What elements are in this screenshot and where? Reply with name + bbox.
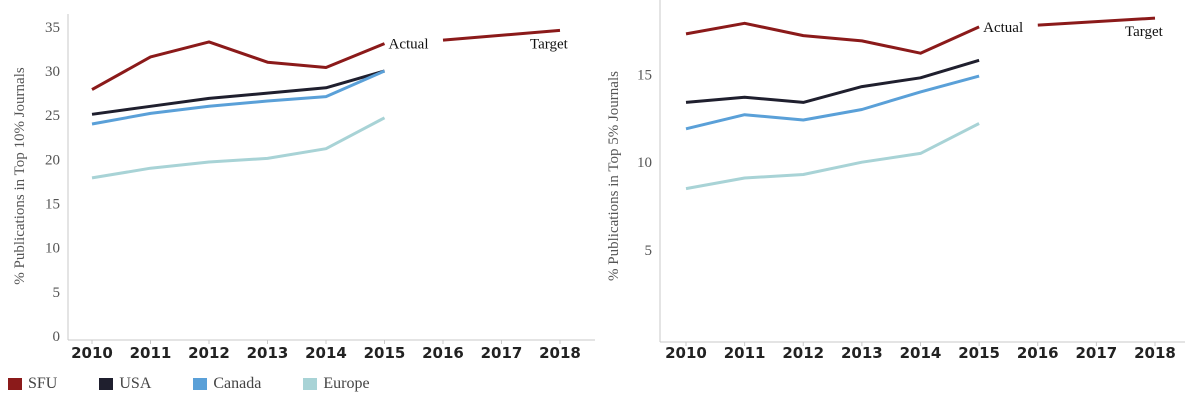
c2-series-usa	[685, 58, 980, 104]
legend-label-europe: Europe	[323, 375, 370, 392]
c1-y-tick-5: 5	[53, 285, 61, 301]
c1-y-tick-0: 0	[53, 329, 61, 345]
c2-x-tick-2013: 2013	[841, 344, 883, 362]
c2-y-tick-15: 15	[637, 67, 652, 83]
c1-y-tick-15: 15	[45, 197, 60, 213]
c2-x-tick-2015: 2015	[958, 344, 1000, 362]
c2-x-tick-2017: 2017	[1076, 344, 1118, 362]
c2-annotation-target: Target	[1125, 24, 1164, 40]
c1-series-europe	[91, 116, 386, 180]
chart-right: 5 10 15 % Publications in Top 5% Journals 20…	[606, 0, 1185, 362]
c1-x-tick-2016: 2016	[422, 344, 464, 362]
c2-annotation-actual: Actual	[983, 20, 1023, 36]
c1-series-sfu	[91, 40, 386, 91]
c2-x-tick-2011: 2011	[724, 344, 766, 362]
c1-x-tick-2017: 2017	[481, 344, 523, 362]
c1-x-tick-2013: 2013	[247, 344, 289, 362]
c2-series-europe	[685, 122, 980, 191]
c2-y-tick-5: 5	[645, 243, 653, 259]
c2-target-line	[1037, 16, 1156, 27]
c1-y-tick-10: 10	[45, 241, 60, 257]
c2-x-tick-2014: 2014	[900, 344, 942, 362]
c1-x-tick-2014: 2014	[305, 344, 347, 362]
legend-item-europe: Europe	[303, 375, 370, 393]
c1-series-usa	[91, 69, 385, 116]
c2-y-axis-label: % Publications in Top 5% Journals	[606, 71, 622, 281]
c2-x-tick-2018: 2018	[1134, 344, 1176, 362]
legend-label-canada: Canada	[213, 375, 262, 392]
c1-x-tick-2018: 2018	[539, 344, 581, 362]
c1-x-tick-2010: 2010	[71, 344, 113, 362]
c1-y-tick-30: 30	[45, 64, 60, 80]
c1-y-tick-35: 35	[45, 20, 60, 36]
c2-y-tick-10: 10	[637, 155, 652, 171]
c2-x-tick-2016: 2016	[1017, 344, 1059, 362]
legend-swatch-europe	[303, 378, 318, 390]
c2-series-canada	[685, 74, 980, 131]
c2-x-tick-2012: 2012	[782, 344, 824, 362]
c1-y-axis-label: % Publications in Top 10% Journals	[12, 67, 28, 285]
legend-item-canada: Canada	[193, 375, 261, 393]
c1-series-canada	[91, 69, 386, 126]
legend: SFU USA Canada Europe	[8, 375, 412, 393]
c2-series-sfu	[685, 21, 980, 55]
c1-annotation-target: Target	[530, 36, 569, 52]
legend-label-sfu: SFU	[28, 375, 58, 392]
legend-swatch-usa	[99, 378, 114, 390]
legend-label-usa: USA	[119, 375, 152, 392]
c1-x-tick-2011: 2011	[130, 344, 172, 362]
c2-x-tick-2010: 2010	[665, 344, 707, 362]
c1-x-tick-2015: 2015	[364, 344, 406, 362]
legend-item-usa: USA	[99, 375, 151, 393]
c1-y-tick-20: 20	[45, 152, 60, 168]
chart-left: 0 5 10 15 20 25 30 35 % Publications in Top 10% …	[12, 14, 595, 362]
legend-swatch-canada	[193, 378, 208, 390]
c1-target-line	[442, 28, 561, 42]
c1-y-tick-25: 25	[45, 108, 60, 124]
legend-item-sfu: SFU	[8, 375, 57, 393]
c1-x-tick-2012: 2012	[188, 344, 230, 362]
legend-swatch-sfu	[8, 378, 22, 390]
c1-annotation-actual: Actual	[389, 37, 429, 53]
